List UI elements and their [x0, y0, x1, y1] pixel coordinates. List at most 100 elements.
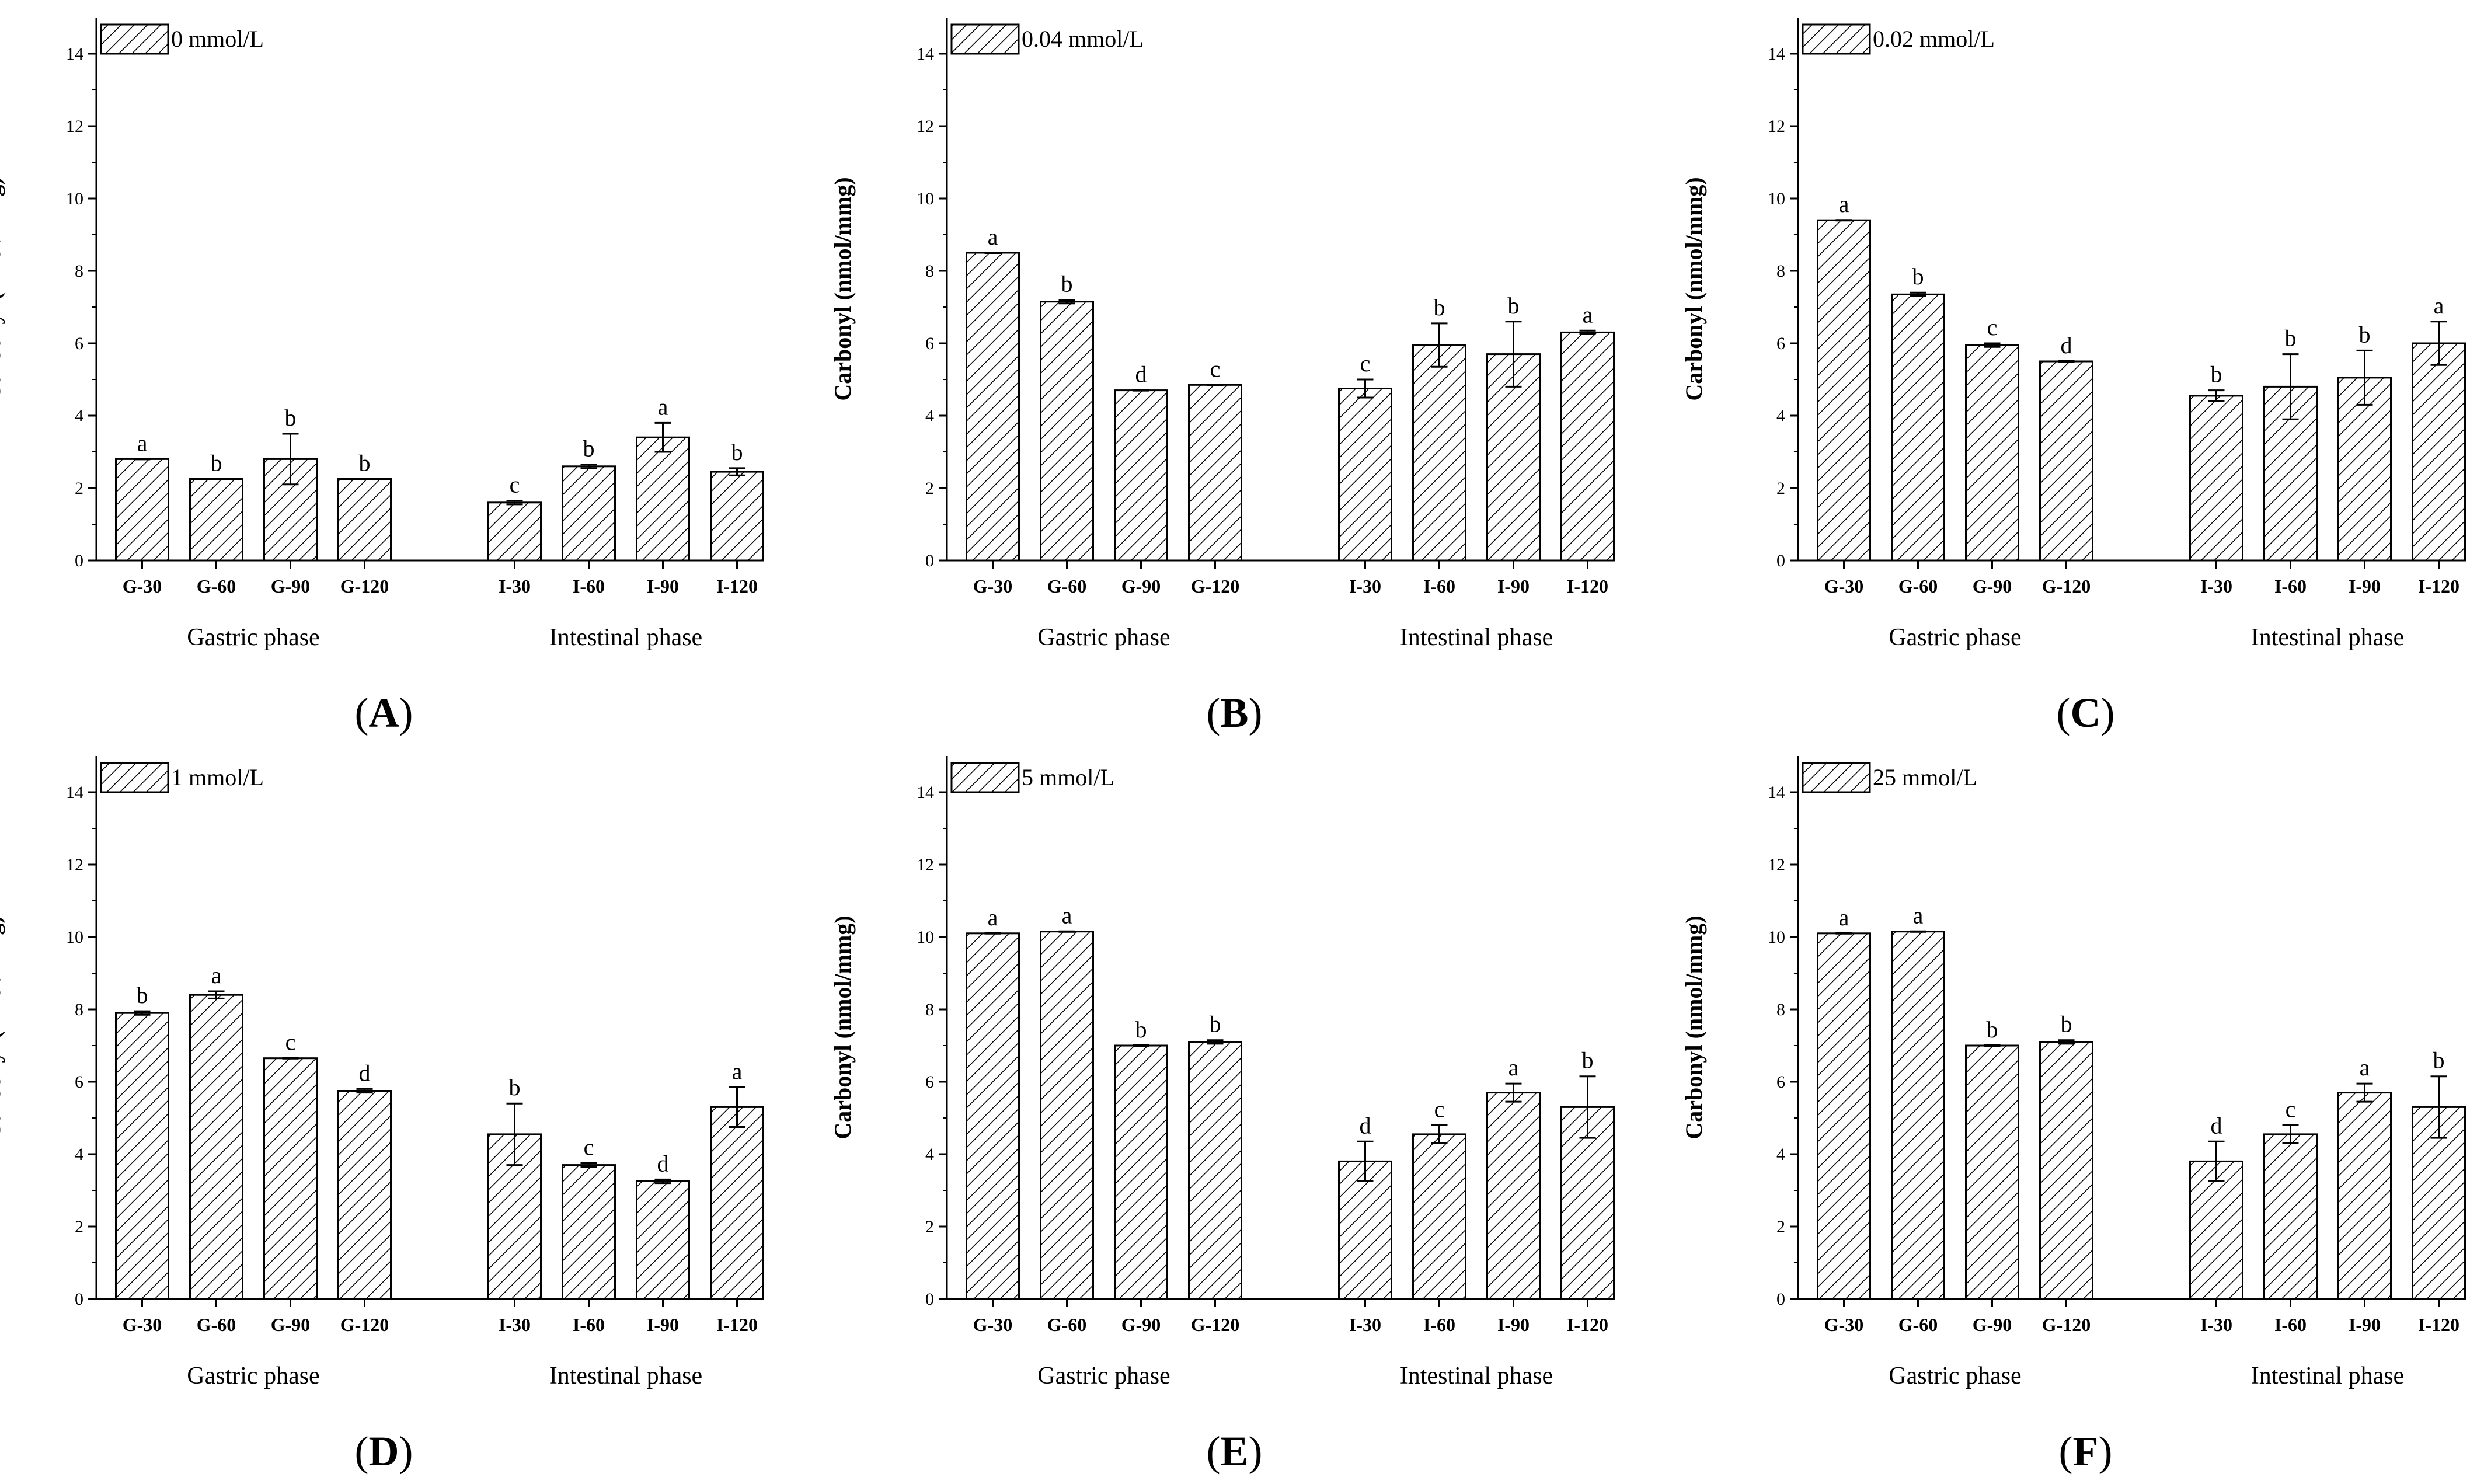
bar-g-30	[115, 458, 169, 562]
x-tick-label: I-90	[647, 576, 679, 597]
significance-letter: b	[509, 1074, 521, 1100]
y-tick-label: 4	[925, 1145, 934, 1164]
y-tick-label: 10	[917, 928, 934, 947]
bar-i-60	[1412, 344, 1466, 562]
x-tick-label: I-90	[1497, 1314, 1530, 1335]
significance-letter: c	[285, 1029, 296, 1055]
bar-g-90	[1114, 389, 1168, 562]
chart-panel-e: 0 2 4 6 8 10 12 14 Carbonyl (nmol/mmg) 5 mmol/L a G…	[830, 756, 1615, 1475]
y-tick-label: 6	[925, 334, 934, 353]
panel-label: (D)	[355, 1428, 413, 1475]
bar-g-120	[337, 478, 392, 562]
phase-label: Gastric phase	[187, 1363, 319, 1389]
significance-letter: c	[1987, 314, 1998, 340]
legend: 25 mmol/L	[1802, 762, 1977, 793]
significance-letter: b	[2359, 321, 2371, 347]
x-tick-label: I-60	[2274, 1314, 2307, 1335]
legend-label: 25 mmol/L	[1873, 764, 1977, 790]
bar-g-60	[1891, 293, 1945, 562]
bar-i-30	[1338, 388, 1392, 562]
bar-i-90	[636, 436, 690, 562]
significance-letter: a	[2434, 292, 2444, 319]
significance-letter: b	[359, 450, 371, 476]
bar-g-60	[1040, 301, 1094, 562]
bar-i-90	[2337, 1092, 2392, 1300]
legend-label: 0.02 mmol/L	[1873, 26, 1995, 52]
x-tick-label: I-30	[499, 1314, 531, 1335]
bar-i-120	[1560, 331, 1615, 562]
y-tick-label: 14	[917, 783, 934, 802]
panel-label: (A)	[355, 689, 413, 736]
phase-label: Intestinal phase	[549, 624, 702, 651]
y-tick-label: 2	[75, 1217, 83, 1236]
significance-letter: b	[2061, 1011, 2072, 1037]
phase-label: Gastric phase	[1037, 1363, 1170, 1389]
panel-label: (B)	[1207, 689, 1263, 736]
x-tick-label: I-90	[2349, 1314, 2381, 1335]
significance-letter: b	[1508, 292, 1520, 319]
significance-letter: d	[2211, 1112, 2222, 1138]
bar-g-30	[115, 1012, 169, 1300]
y-tick-label: 2	[925, 1217, 934, 1236]
significance-letter: c	[2286, 1096, 2296, 1122]
y-tick-label: 2	[925, 479, 934, 498]
bar-i-60	[2263, 1133, 2318, 1300]
significance-letter: a	[1839, 904, 1849, 931]
bar-g-120	[1188, 1041, 1242, 1300]
y-tick-label: 2	[1776, 1217, 1785, 1236]
phase-label: Intestinal phase	[1400, 624, 1553, 651]
legend: 1 mmol/L	[100, 762, 264, 793]
bar-i-30	[487, 501, 542, 562]
legend: 0.04 mmol/L	[950, 23, 1144, 55]
panel-label: (E)	[1207, 1428, 1263, 1475]
x-tick-label: G-90	[271, 1314, 311, 1335]
bar-g-90	[1114, 1044, 1168, 1300]
y-tick-label: 10	[1768, 928, 1785, 947]
significance-letter: d	[2061, 332, 2072, 358]
y-tick-label: 6	[1776, 1072, 1785, 1092]
y-tick-label: 4	[75, 1145, 83, 1164]
panel-label: (C)	[2057, 689, 2115, 736]
bar-i-60	[1412, 1133, 1466, 1300]
bar-i-60	[562, 465, 616, 562]
bar-i-30	[1338, 1160, 1392, 1300]
y-tick-label: 4	[75, 406, 83, 426]
phase-label: Gastric phase	[1889, 1363, 2021, 1389]
bar-g-90	[263, 1057, 318, 1300]
x-tick-label: G-30	[1824, 1314, 1864, 1335]
significance-letter: b	[583, 436, 595, 462]
bar-g-30	[966, 932, 1020, 1300]
y-tick-label: 12	[917, 855, 934, 875]
x-tick-label: G-30	[1824, 576, 1864, 597]
chart-panel-b: 0 2 4 6 8 10 12 14 Carbonyl (nmol/mmg) 0.04 mmol/…	[830, 18, 1615, 736]
y-tick-label: 10	[66, 928, 83, 947]
y-tick-label: 0	[925, 1290, 934, 1309]
bar-i-120	[710, 1106, 764, 1300]
y-axis-label: Carbonyl (nmol/mmg)	[830, 915, 856, 1139]
x-tick-label: I-120	[2418, 576, 2459, 597]
significance-letter: c	[1360, 350, 1371, 377]
x-tick-label: G-60	[1898, 576, 1938, 597]
bar-i-120	[2412, 342, 2466, 562]
chart-panel-f: 0 2 4 6 8 10 12 14 Carbonyl (nmol/mmg) 25 mmol/L a…	[1681, 756, 2466, 1475]
chart-panel-d: 0 2 4 6 8 10 12 14 Carbonyl (nmol/mmg) 1 mmol/L b G…	[0, 756, 764, 1475]
bar-g-90	[1965, 344, 2019, 562]
significance-letter: b	[2285, 325, 2297, 351]
x-tick-label: I-90	[2349, 576, 2381, 597]
y-axis-label: Carbonyl (nmol/mmg)	[830, 177, 856, 400]
y-tick-label: 10	[66, 189, 83, 208]
significance-letter: a	[137, 430, 148, 456]
y-tick-label: 0	[1776, 1290, 1785, 1309]
bar-g-120	[2039, 360, 2093, 562]
bar-i-120	[710, 471, 764, 562]
x-tick-label: G-30	[973, 1314, 1013, 1335]
x-tick-label: G-30	[123, 1314, 162, 1335]
legend-label: 1 mmol/L	[171, 764, 264, 790]
x-tick-label: G-60	[1898, 1314, 1938, 1335]
y-tick-label: 8	[925, 262, 934, 281]
bar-g-60	[1891, 931, 1945, 1300]
bar-i-90	[1486, 1092, 1541, 1300]
legend-label: 0.04 mmol/L	[1022, 26, 1144, 52]
y-tick-label: 12	[66, 117, 83, 136]
